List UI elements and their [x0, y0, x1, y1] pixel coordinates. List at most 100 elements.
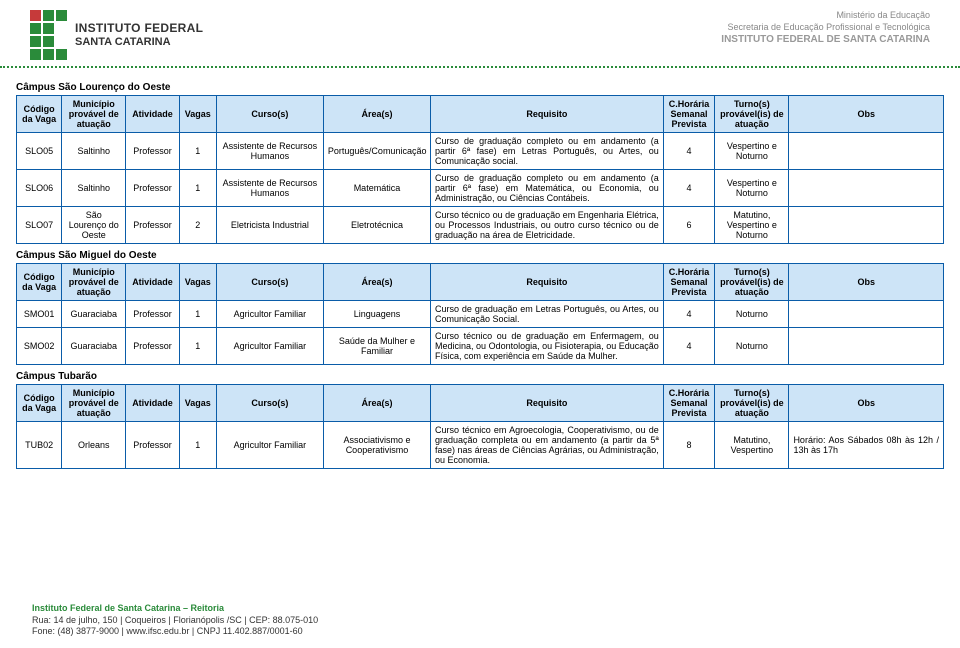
cell-obs	[789, 170, 944, 207]
vacancy-table: Código da VagaMunicípio provável de atua…	[16, 263, 944, 365]
cell-cursos: Agricultor Familiar	[216, 328, 323, 365]
table-row: SLO06SaltinhoProfessor1Assistente de Rec…	[17, 170, 944, 207]
cell-municipio: Saltinho	[62, 133, 126, 170]
cell-requisito: Curso de graduação completo ou em andame…	[431, 133, 664, 170]
col-horaria: C.Horária Semanal Prevista	[663, 385, 715, 422]
col-areas: Área(s)	[323, 264, 430, 301]
cell-vagas: 1	[179, 170, 216, 207]
cell-cursos: Agricultor Familiar	[216, 422, 323, 469]
cell-turnos: Noturno	[715, 328, 789, 365]
cell-areas: Saúde da Mulher e Familiar	[323, 328, 430, 365]
col-vagas: Vagas	[179, 264, 216, 301]
cell-vagas: 1	[179, 301, 216, 328]
cell-horaria: 8	[663, 422, 715, 469]
col-turnos: Turno(s) provável(is) de atuação	[715, 385, 789, 422]
col-requisito: Requisito	[431, 264, 664, 301]
institute-line: INSTITUTO FEDERAL DE SANTA CATARINA	[721, 33, 930, 46]
page-footer: Instituto Federal de Santa Catarina – Re…	[32, 603, 318, 638]
col-cursos: Curso(s)	[216, 385, 323, 422]
col-municipio: Município provável de atuação	[62, 96, 126, 133]
cell-cursos: Assistente de Recursos Humanos	[216, 133, 323, 170]
cell-turnos: Matutino, Vespertino e Noturno	[715, 207, 789, 244]
cell-cursos: Agricultor Familiar	[216, 301, 323, 328]
cell-requisito: Curso de graduação completo ou em andame…	[431, 170, 664, 207]
col-horaria: C.Horária Semanal Prevista	[663, 96, 715, 133]
cell-areas: Português/Comunicação	[323, 133, 430, 170]
logo-block: INSTITUTO FEDERAL SANTA CATARINA	[30, 10, 203, 60]
institution-line2: SANTA CATARINA	[75, 36, 203, 48]
secretariat-line: Secretaria de Educação Profissional e Te…	[721, 22, 930, 34]
cell-atividade: Professor	[126, 301, 180, 328]
cell-requisito: Curso técnico ou de graduação em Enferma…	[431, 328, 664, 365]
col-horaria: C.Horária Semanal Prevista	[663, 264, 715, 301]
cell-horaria: 6	[663, 207, 715, 244]
footer-contact: Fone: (48) 3877-9000 | www.ifsc.edu.br |…	[32, 626, 318, 638]
cell-atividade: Professor	[126, 133, 180, 170]
col-cursos: Curso(s)	[216, 96, 323, 133]
cell-codigo: SLO05	[17, 133, 62, 170]
cell-obs	[789, 207, 944, 244]
col-obs: Obs	[789, 385, 944, 422]
logo-text: INSTITUTO FEDERAL SANTA CATARINA	[75, 22, 203, 47]
col-turnos: Turno(s) provável(is) de atuação	[715, 96, 789, 133]
col-municipio: Município provável de atuação	[62, 264, 126, 301]
cell-atividade: Professor	[126, 328, 180, 365]
cell-vagas: 2	[179, 207, 216, 244]
cell-horaria: 4	[663, 301, 715, 328]
cell-municipio: São Lourenço do Oeste	[62, 207, 126, 244]
table-header-row: Código da VagaMunicípio provável de atua…	[17, 264, 944, 301]
cell-codigo: SMO01	[17, 301, 62, 328]
col-requisito: Requisito	[431, 385, 664, 422]
col-atividade: Atividade	[126, 96, 180, 133]
table-header-row: Código da VagaMunicípio provável de atua…	[17, 96, 944, 133]
cell-requisito: Curso de graduação em Letras Português, …	[431, 301, 664, 328]
ministry-line: Ministério da Educação	[721, 10, 930, 22]
table-row: SLO07São Lourenço do OesteProfessor2Elet…	[17, 207, 944, 244]
vacancy-table: Código da VagaMunicípio provável de atua…	[16, 95, 944, 244]
cell-codigo: TUB02	[17, 422, 62, 469]
cell-codigo: SLO06	[17, 170, 62, 207]
cell-turnos: Vespertino e Noturno	[715, 133, 789, 170]
table-row: SLO05SaltinhoProfessor1Assistente de Rec…	[17, 133, 944, 170]
header-right: Ministério da Educação Secretaria de Edu…	[721, 10, 930, 46]
cell-municipio: Saltinho	[62, 170, 126, 207]
col-vagas: Vagas	[179, 385, 216, 422]
col-vagas: Vagas	[179, 96, 216, 133]
institution-line1: INSTITUTO FEDERAL	[75, 22, 203, 35]
cell-areas: Associativismo e Cooperativismo	[323, 422, 430, 469]
table-header-row: Código da VagaMunicípio provável de atua…	[17, 385, 944, 422]
cell-obs	[789, 328, 944, 365]
col-areas: Área(s)	[323, 385, 430, 422]
cell-areas: Eletrotécnica	[323, 207, 430, 244]
col-obs: Obs	[789, 264, 944, 301]
cell-codigo: SMO02	[17, 328, 62, 365]
content-area: Câmpus São Lourenço do OesteCódigo da Va…	[0, 68, 960, 469]
campus-title: Câmpus São Miguel do Oeste	[16, 250, 944, 261]
col-codigo: Código da Vaga	[17, 264, 62, 301]
col-municipio: Município provável de atuação	[62, 385, 126, 422]
cell-obs: Horário: Aos Sábados 08h às 12h / 13h às…	[789, 422, 944, 469]
col-turnos: Turno(s) provável(is) de atuação	[715, 264, 789, 301]
cell-cursos: Eletricista Industrial	[216, 207, 323, 244]
cell-requisito: Curso técnico ou de graduação em Engenha…	[431, 207, 664, 244]
table-row: TUB02OrleansProfessor1Agricultor Familia…	[17, 422, 944, 469]
col-requisito: Requisito	[431, 96, 664, 133]
cell-vagas: 1	[179, 328, 216, 365]
col-cursos: Curso(s)	[216, 264, 323, 301]
table-row: SMO02GuaraciabaProfessor1Agricultor Fami…	[17, 328, 944, 365]
cell-turnos: Matutino, Vespertino	[715, 422, 789, 469]
cell-turnos: Vespertino e Noturno	[715, 170, 789, 207]
cell-atividade: Professor	[126, 207, 180, 244]
logo-mark	[30, 10, 67, 60]
cell-municipio: Orleans	[62, 422, 126, 469]
cell-obs	[789, 133, 944, 170]
page-header: INSTITUTO FEDERAL SANTA CATARINA Ministé…	[0, 0, 960, 68]
footer-title: Instituto Federal de Santa Catarina – Re…	[32, 603, 318, 615]
cell-horaria: 4	[663, 133, 715, 170]
cell-cursos: Assistente de Recursos Humanos	[216, 170, 323, 207]
cell-codigo: SLO07	[17, 207, 62, 244]
col-atividade: Atividade	[126, 385, 180, 422]
cell-horaria: 4	[663, 170, 715, 207]
campus-title: Câmpus Tubarão	[16, 371, 944, 382]
cell-horaria: 4	[663, 328, 715, 365]
